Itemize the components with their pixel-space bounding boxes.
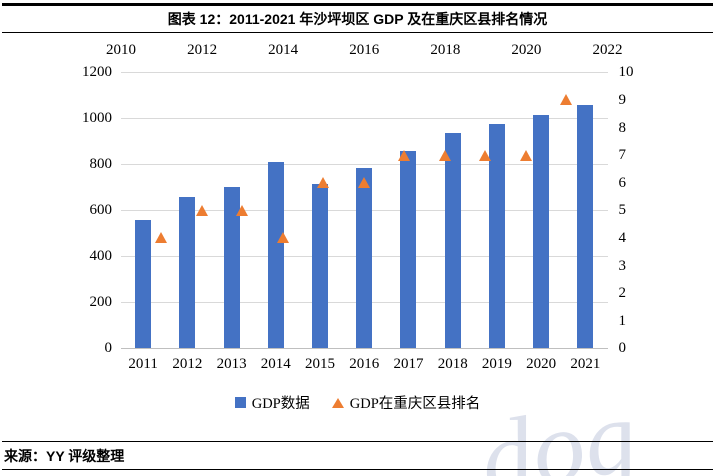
- rank-marker: [398, 149, 411, 161]
- rank-marker: [519, 149, 532, 161]
- gdp-bar: [223, 187, 240, 349]
- left-axis-tick-label: 1200: [82, 64, 112, 81]
- source-note: 来源：YY 评级整理: [4, 448, 125, 464]
- top-axis-tick-label: 2018: [430, 42, 461, 58]
- top-axis-tick-label: 2016: [349, 42, 380, 58]
- left-axis-tick-label: 600: [89, 202, 113, 219]
- x-axis-tick-label: 2014: [260, 356, 291, 372]
- bar-series-swatch-icon: [234, 397, 246, 408]
- rank-marker: [479, 149, 492, 161]
- top-axis-tick-label: 2022: [592, 42, 623, 58]
- gridline: [121, 163, 608, 165]
- rank-marker: [357, 177, 370, 189]
- x-axis-tick-label: 2021: [570, 356, 601, 372]
- left-axis-tick-label: 1000: [82, 110, 112, 127]
- x-axis-tick-label: 2012: [172, 356, 203, 372]
- right-axis-tick-label: 0: [618, 340, 627, 357]
- x-axis-tick-label: 2011: [128, 356, 158, 372]
- rank-marker: [317, 177, 330, 189]
- legend-label-rank: GDP在重庆区县排名: [349, 396, 481, 412]
- gridline: [121, 347, 608, 350]
- right-axis-tick-label: 9: [618, 91, 627, 108]
- top-axis-tick-label: 2010: [106, 42, 136, 58]
- rank-marker: [276, 232, 289, 244]
- right-axis-tick-label: 6: [618, 174, 627, 191]
- top-rule: [2, 3, 713, 6]
- gdp-bar: [135, 219, 152, 349]
- gdp-bar: [533, 114, 550, 349]
- right-axis-tick-label: 4: [618, 229, 627, 246]
- rank-marker: [195, 204, 208, 216]
- top-axis-tick-label: 2012: [187, 42, 218, 58]
- left-axis-tick-label: 800: [89, 156, 113, 173]
- x-axis-tick-label: 2013: [216, 356, 247, 372]
- left-axis-tick-label: 0: [104, 340, 113, 357]
- chart-legend: GDP数据 GDP在重庆区县排名: [0, 392, 715, 413]
- rank-marker: [438, 149, 451, 161]
- footer-top-rule: [2, 440, 713, 443]
- right-axis-tick-label: 10: [618, 64, 634, 81]
- right-axis-tick-label: 3: [618, 257, 627, 274]
- x-axis-tick-label: 2016: [349, 356, 380, 372]
- gridline: [121, 117, 608, 119]
- title-divider: [2, 31, 713, 34]
- gdp-bar: [267, 162, 284, 349]
- legend-label-gdp: GDP数据: [251, 396, 310, 412]
- right-axis-tick-label: 7: [618, 147, 627, 164]
- bottom-rule: [2, 468, 713, 471]
- gridline: [121, 71, 608, 73]
- gdp-bar: [577, 105, 594, 349]
- x-axis-tick-label: 2017: [393, 356, 424, 372]
- x-axis-tick-label: 2015: [305, 356, 336, 372]
- gdp-bar: [356, 167, 373, 349]
- x-axis-tick-label: 2020: [526, 356, 557, 372]
- legend-item-gdp: GDP数据: [234, 392, 310, 413]
- left-axis-tick-label: 200: [89, 294, 113, 311]
- legend-item-rank: GDP在重庆区县排名: [331, 392, 481, 413]
- x-axis-tick-label: 2019: [481, 356, 512, 372]
- rank-marker: [155, 232, 168, 244]
- gdp-bar: [488, 123, 505, 349]
- gdp-bar: [400, 150, 417, 349]
- right-axis-tick-label: 1: [618, 312, 627, 329]
- top-axis-tick-label: 2020: [511, 42, 542, 58]
- rank-marker: [560, 94, 573, 106]
- right-axis-tick-label: 2: [618, 285, 627, 302]
- top-axis-tick-label: 2014: [268, 42, 299, 58]
- left-axis-tick-label: 400: [89, 248, 113, 265]
- right-axis-tick-label: 8: [618, 119, 627, 136]
- x-axis-tick-label: 2018: [437, 356, 468, 372]
- gdp-bar: [179, 197, 196, 349]
- gdp-bar: [312, 184, 329, 349]
- rank-marker: [236, 204, 249, 216]
- chart-title: 图表 12：2011-2021 年沙坪坝区 GDP 及在重庆区县排名情况: [167, 11, 548, 27]
- right-axis-tick-label: 5: [618, 202, 627, 219]
- triangle-series-swatch-icon: [331, 397, 344, 408]
- gdp-bar: [444, 133, 461, 349]
